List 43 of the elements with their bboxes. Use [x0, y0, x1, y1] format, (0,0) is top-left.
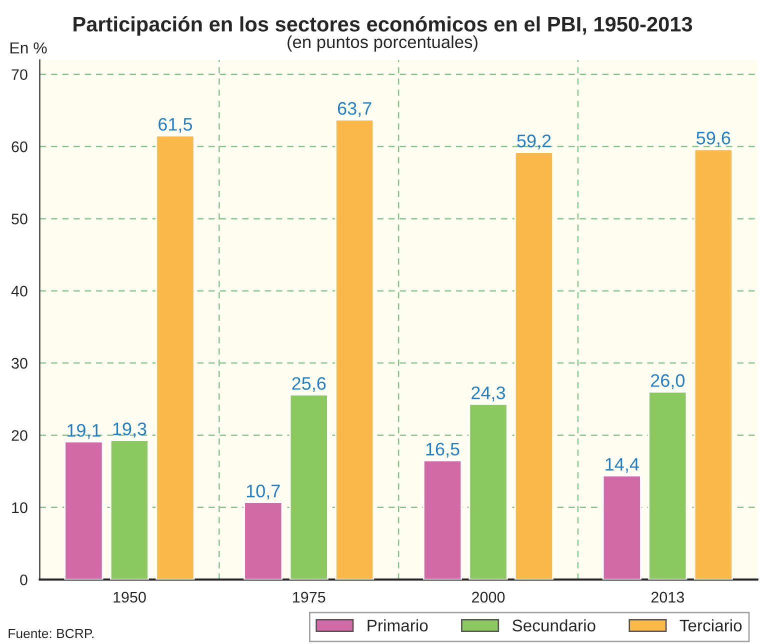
data-label: 26,0	[650, 374, 685, 390]
x-tick-label: 1950	[114, 592, 146, 603]
y-tick-label: 30	[12, 358, 28, 369]
data-label: 59,6	[696, 132, 730, 147]
x-tick-label: 2000	[472, 592, 505, 603]
bar	[602, 474, 642, 580]
chart-subtitle: (en puntos porcentuales)	[288, 35, 478, 52]
legend-label: Terciario	[680, 619, 742, 632]
data-label: 16,5	[426, 442, 460, 458]
chart-title: Participación en los sectores económicos en el PBI, 1950-2013	[74, 16, 692, 36]
y-tick-label: 60	[12, 141, 28, 152]
y-tick-label: 50	[12, 214, 28, 224]
legend-label: Primario	[368, 619, 428, 632]
bar	[694, 148, 733, 580]
data-label: 25,6	[292, 377, 326, 392]
y-tick-label: 40	[11, 286, 28, 297]
bar	[468, 404, 508, 580]
bar	[110, 440, 150, 580]
bar	[422, 460, 462, 580]
legend-label: Secundario	[512, 619, 596, 632]
x-tick-label: 2013	[651, 592, 684, 603]
y-tick-label: 0	[20, 574, 28, 586]
y-tick-label: 70	[12, 69, 28, 80]
bar	[514, 152, 554, 580]
y-tick-label: 10	[12, 502, 28, 514]
y-tick-label: 20	[12, 430, 28, 441]
bar	[244, 502, 283, 580]
source-note: Fuente: BCRP.	[8, 628, 94, 638]
data-label: 61,5	[158, 118, 192, 133]
data-label: 19,3	[113, 422, 146, 438]
bar	[648, 391, 688, 580]
x-tick-label: 1975	[293, 592, 326, 603]
data-label: 10,7	[246, 484, 280, 500]
data-label: 19,1	[68, 424, 100, 439]
bar	[335, 119, 374, 580]
bar	[64, 441, 104, 580]
bar	[156, 134, 195, 580]
data-label: 14,4	[606, 458, 639, 473]
data-label: 24,3	[472, 386, 506, 402]
data-label: 59,2	[517, 134, 551, 150]
bar	[289, 394, 328, 580]
data-label: 63,7	[338, 102, 372, 117]
y-axis-title: En %	[10, 42, 47, 54]
